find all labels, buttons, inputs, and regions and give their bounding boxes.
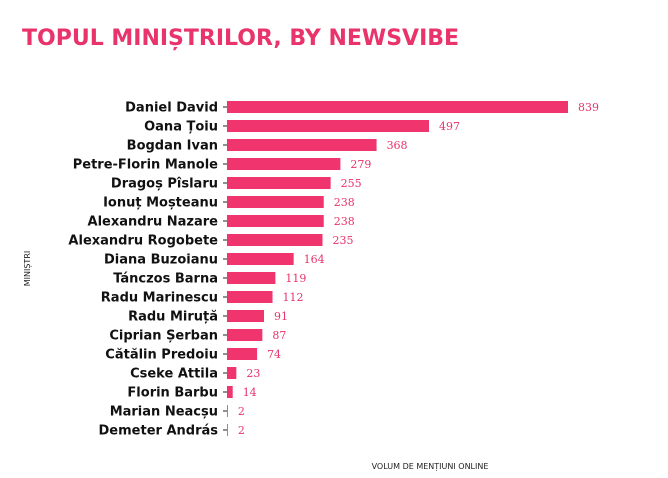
bar <box>227 367 237 379</box>
bar <box>227 310 264 322</box>
bar-group: Marian Neacșu 2 <box>110 405 245 420</box>
category-label: Radu Marinescu <box>101 291 218 306</box>
value-label: 2 <box>238 405 245 418</box>
bar-group: Dragoș Pîslaru 255 <box>111 177 362 192</box>
value-label: 497 <box>439 120 460 133</box>
bar <box>227 405 228 417</box>
category-label: Diana Buzoianu <box>104 253 218 268</box>
bar-group: Alexandru Rogobete 235 <box>68 234 353 249</box>
category-label: Florin Barbu <box>127 386 218 401</box>
category-label: Radu Miruță <box>128 310 218 325</box>
value-label: 112 <box>283 291 304 304</box>
bar-group: Petre-Florin Manole 279 <box>73 158 372 173</box>
value-label: 2 <box>238 424 245 437</box>
value-label: 839 <box>578 101 599 114</box>
bar <box>227 272 276 284</box>
bar-group: Daniel David 839 <box>125 101 599 116</box>
category-label: Cseke Attila <box>130 367 218 382</box>
bar-group: Radu Marinescu 112 <box>101 291 304 306</box>
value-label: 119 <box>285 272 306 285</box>
bar-group: Diana Buzoianu 164 <box>104 253 325 268</box>
value-label: 14 <box>243 386 257 399</box>
bar-group: Alexandru Nazare 238 <box>88 215 355 230</box>
bar <box>227 158 341 170</box>
chart-title: TOPUL MINIȘTRILOR, BY NEWSVIBE <box>22 26 460 51</box>
category-label: Marian Neacșu <box>110 405 218 420</box>
bar <box>227 424 228 436</box>
x-axis-title: VOLUM DE MENȚIUNI ONLINE <box>372 462 489 472</box>
value-label: 238 <box>334 196 355 209</box>
category-label: Ciprian Șerban <box>109 329 218 344</box>
bar-group: Radu Miruță 91 <box>128 310 288 325</box>
bar-group: Ciprian Șerban 87 <box>109 329 286 344</box>
bar-group: Bogdan Ivan 368 <box>127 139 408 154</box>
y-axis-title: MINIȘTRI <box>23 251 33 287</box>
value-label: 74 <box>267 348 281 361</box>
bar-group: Oana Țoiu 497 <box>144 120 460 135</box>
category-label: Cătălin Predoiu <box>105 348 218 363</box>
bar <box>227 253 294 265</box>
value-label: 238 <box>334 215 355 228</box>
value-label: 279 <box>350 158 371 171</box>
category-label: Daniel David <box>125 101 218 116</box>
value-label: 368 <box>387 139 408 152</box>
category-label: Dragoș Pîslaru <box>111 177 218 192</box>
value-label: 255 <box>341 177 362 190</box>
bar <box>227 101 568 113</box>
bar <box>227 177 331 189</box>
bar <box>227 234 323 246</box>
category-label: Alexandru Rogobete <box>68 234 218 249</box>
bar-group: Ionuț Moșteanu 238 <box>103 196 355 211</box>
value-label: 87 <box>272 329 286 342</box>
bar <box>227 291 273 303</box>
bar-group: Demeter András 2 <box>99 424 245 439</box>
category-label: Oana Țoiu <box>144 120 218 135</box>
value-label: 235 <box>333 234 354 247</box>
category-label: Ionuț Moșteanu <box>103 196 218 211</box>
bar-group: Cseke Attila 23 <box>130 367 260 382</box>
bar <box>227 386 233 398</box>
value-label: 164 <box>304 253 325 266</box>
bar <box>227 196 324 208</box>
bar <box>227 120 429 132</box>
category-label: Bogdan Ivan <box>127 139 218 154</box>
category-label: Petre-Florin Manole <box>73 158 218 173</box>
bar-group: Cătălin Predoiu 74 <box>105 348 281 363</box>
value-label: 23 <box>246 367 260 380</box>
bar <box>227 348 258 360</box>
bar <box>227 215 324 227</box>
bar-group: Tánczos Barna 119 <box>113 272 306 287</box>
value-label: 91 <box>274 310 288 323</box>
bar <box>227 329 263 341</box>
bar <box>227 139 377 151</box>
category-label: Tánczos Barna <box>113 272 218 287</box>
category-label: Demeter András <box>99 424 219 439</box>
bar-group: Florin Barbu 14 <box>127 386 256 401</box>
category-label: Alexandru Nazare <box>88 215 219 230</box>
bars-layer: Daniel David 839 Oana Țoiu 497 Bogdan Ivan 36… <box>68 101 599 439</box>
